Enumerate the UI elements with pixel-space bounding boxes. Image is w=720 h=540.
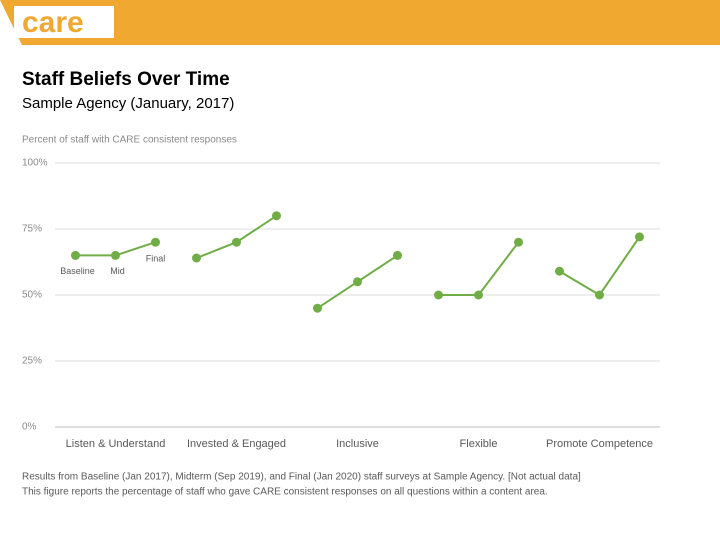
connector — [316, 280, 359, 310]
connector — [477, 241, 520, 296]
data-point — [272, 211, 281, 221]
x-tick-label: Inclusive — [336, 438, 379, 450]
y-tick-label: 25% — [22, 356, 42, 367]
x-tick-label: Listen & Understand — [66, 438, 166, 450]
footnote: Results from Baseline (Jan 2017), Midter… — [22, 472, 581, 483]
connector — [196, 241, 237, 259]
footnote: This figure reports the percentage of st… — [22, 487, 548, 498]
data-point — [595, 290, 604, 300]
data-point — [393, 250, 402, 260]
data-point — [353, 277, 362, 287]
data-point — [514, 237, 523, 247]
banner — [0, 0, 720, 45]
connector — [598, 236, 641, 296]
connector — [356, 254, 399, 283]
logo-box — [14, 6, 114, 38]
y-axis-label: Percent of staff with CARE consistent re… — [22, 135, 237, 146]
data-point — [313, 303, 322, 313]
data-point — [635, 232, 644, 242]
y-tick-label: 100% — [22, 158, 48, 169]
series-annotation: Baseline — [60, 266, 95, 276]
data-point — [71, 250, 80, 260]
series-annotation: Mid — [110, 266, 125, 276]
data-point — [434, 290, 443, 300]
data-point — [151, 237, 160, 247]
logo: care — [22, 6, 84, 39]
data-point — [555, 266, 564, 276]
data-point — [232, 237, 241, 247]
y-tick-label: 0% — [22, 422, 37, 433]
series-annotation: Final — [146, 254, 166, 264]
y-tick-label: 50% — [22, 290, 42, 301]
x-tick-label: Promote Competence — [546, 438, 653, 450]
chart-subtitle: Sample Agency (January, 2017) — [22, 95, 234, 112]
x-tick-label: Invested & Engaged — [187, 438, 286, 450]
connector — [115, 241, 156, 257]
x-tick-label: Flexible — [460, 438, 498, 450]
y-tick-label: 75% — [22, 224, 42, 235]
data-point — [111, 250, 120, 260]
chart-title: Staff Beliefs Over Time — [22, 69, 230, 90]
connector — [558, 270, 601, 296]
data-point — [192, 253, 201, 263]
connector — [235, 214, 278, 244]
data-point — [474, 290, 483, 300]
